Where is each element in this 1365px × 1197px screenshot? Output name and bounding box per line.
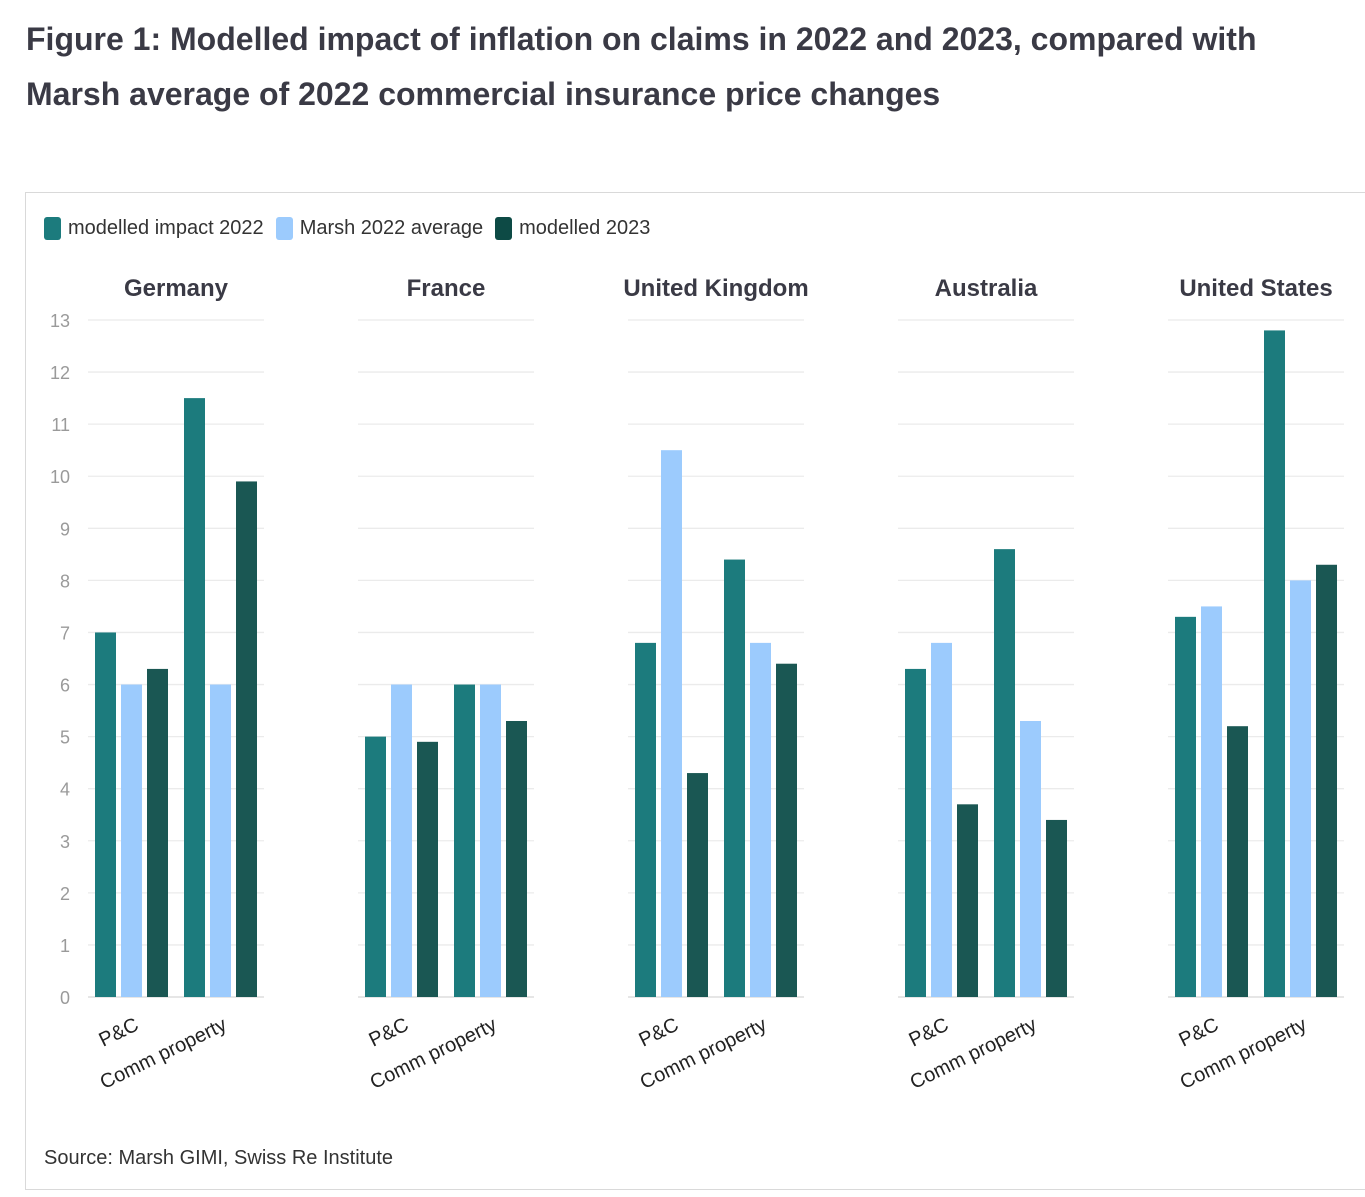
panel-title-australia: Australia [935, 275, 1038, 302]
bar-australia-comm-property-modelled-impact-2022 [994, 549, 1015, 997]
panel-title-united-kingdom: United Kingdom [623, 275, 808, 302]
bar-united-kingdom-pandc-modelled-2023 [687, 773, 708, 997]
category-label-united-states-pc: P&C [1176, 1014, 1223, 1052]
y-tick-label-1: 1 [60, 936, 70, 956]
y-tick-label-0: 0 [60, 988, 70, 1008]
legend-label-modelled-2022: modelled impact 2022 [68, 216, 264, 239]
legend-item-modelled-2023: modelled 2023 [495, 216, 651, 240]
bar-united-kingdom-comm-property-modelled-impact-2022 [724, 559, 745, 997]
source-note: Source: Marsh GIMI, Swiss Re Institute [44, 1147, 393, 1169]
category-label-france-pc: P&C [366, 1014, 413, 1052]
category-label-united-kingdom-pc: P&C [636, 1014, 683, 1052]
panel-title-united-states: United States [1179, 275, 1332, 302]
y-tick-label-9: 9 [60, 519, 70, 539]
y-tick-label-5: 5 [60, 728, 70, 748]
panel-title-germany: Germany [124, 275, 229, 302]
legend-swatch-marsh-2022 [275, 216, 293, 240]
bar-germany-comm-property-modelled-2023 [236, 481, 257, 997]
chart-panel [25, 192, 1365, 1190]
panel-title-france: France [407, 275, 486, 302]
y-tick-label-10: 10 [50, 467, 70, 487]
y-tick-label-12: 12 [50, 363, 70, 383]
bar-germany-pandc-modelled-impact-2022 [95, 632, 116, 997]
legend-item-marsh-2022: Marsh 2022 average [275, 216, 484, 240]
bar-france-comm-property-modelled-2023 [506, 720, 527, 997]
bar-france-pandc-modelled-impact-2022 [365, 736, 386, 997]
y-tick-label-7: 7 [60, 623, 70, 643]
y-tick-label-11: 11 [51, 415, 70, 435]
bar-united-states-pandc-modelled-2023 [1227, 726, 1248, 997]
legend-label-modelled-2023: modelled 2023 [519, 216, 651, 239]
category-label-germany-pc: P&C [96, 1014, 143, 1052]
bar-united-states-comm-property-modelled-2023 [1316, 564, 1337, 997]
y-tick-label-4: 4 [60, 780, 70, 800]
bar-france-pandc-modelled-2023 [417, 741, 438, 997]
legend-swatch-modelled-2023 [495, 216, 513, 240]
figure-title: Figure 1: Modelled impact of inflation o… [26, 21, 1257, 112]
y-tick-label-3: 3 [60, 832, 70, 852]
bar-australia-comm-property-modelled-2023 [1046, 819, 1067, 997]
bar-germany-pandc-marsh-2022-average [121, 684, 142, 997]
bar-france-comm-property-marsh-2022-average [480, 684, 501, 997]
bar-germany-pandc-modelled-2023 [147, 668, 168, 997]
bar-united-states-pandc-modelled-impact-2022 [1175, 616, 1196, 997]
bar-australia-pandc-modelled-impact-2022 [905, 668, 926, 997]
legend-item-modelled-2022: modelled impact 2022 [44, 216, 264, 240]
bar-united-states-comm-property-modelled-impact-2022 [1264, 330, 1285, 997]
bar-australia-pandc-marsh-2022-average [931, 642, 952, 997]
y-tick-label-2: 2 [60, 884, 70, 904]
bar-united-kingdom-comm-property-modelled-2023 [776, 663, 797, 997]
bar-france-pandc-marsh-2022-average [391, 684, 412, 997]
bar-united-kingdom-pandc-marsh-2022-average [661, 450, 682, 997]
legend: modelled impact 2022 Marsh 2022 average … [44, 214, 662, 242]
bar-france-comm-property-modelled-impact-2022 [454, 684, 475, 997]
y-tick-label-8: 8 [60, 571, 70, 591]
bar-united-kingdom-pandc-modelled-impact-2022 [635, 642, 656, 997]
bar-united-kingdom-comm-property-marsh-2022-average [750, 642, 771, 997]
y-tick-label-6: 6 [60, 676, 70, 696]
category-label-australia-pc: P&C [906, 1014, 953, 1052]
y-tick-label-13: 13 [50, 311, 70, 331]
bar-germany-comm-property-modelled-impact-2022 [184, 398, 205, 998]
bar-australia-pandc-modelled-2023 [957, 804, 978, 997]
bar-germany-comm-property-marsh-2022-average [210, 684, 231, 997]
bar-australia-comm-property-marsh-2022-average [1020, 720, 1041, 997]
legend-swatch-modelled-2022 [44, 216, 61, 240]
legend-label-marsh-2022: Marsh 2022 average [299, 216, 484, 239]
bar-united-states-comm-property-marsh-2022-average [1290, 580, 1311, 997]
bar-united-states-pandc-marsh-2022-average [1201, 606, 1222, 997]
